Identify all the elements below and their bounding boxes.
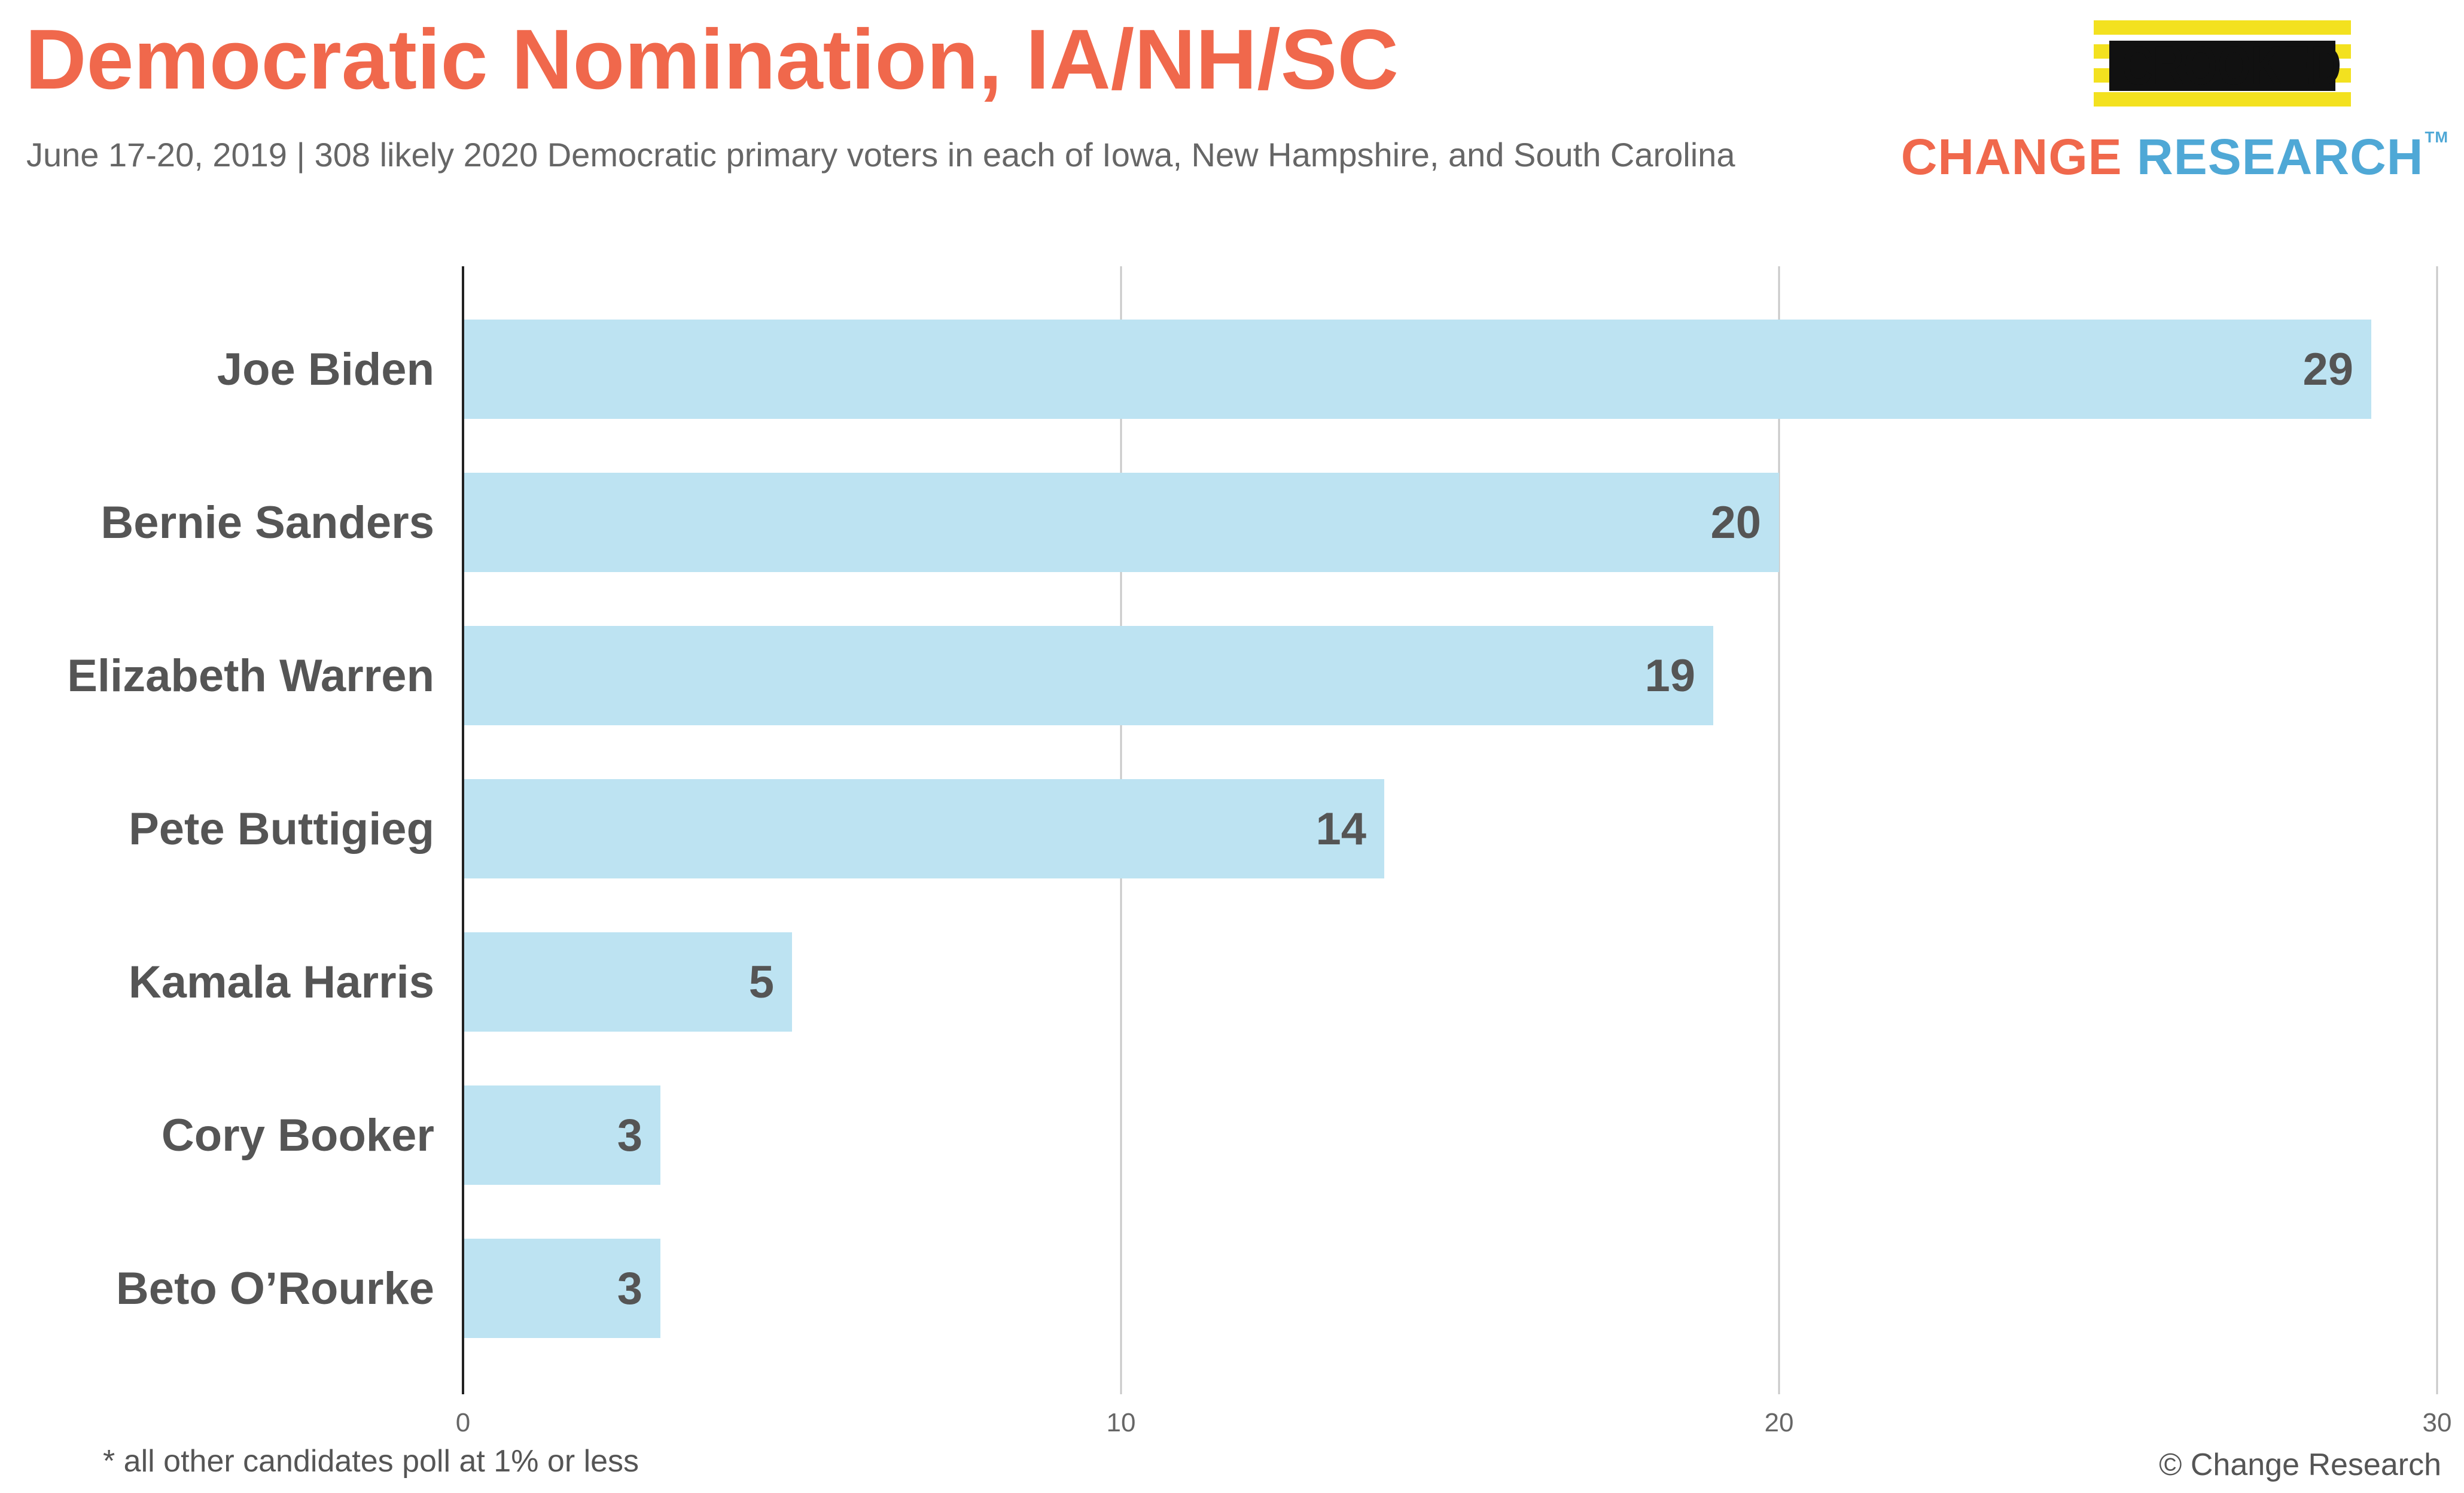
category-label-5: Cory Booker [162,1110,434,1161]
data-label-3: 14 [1315,804,1366,855]
bar-3 [464,779,1384,878]
bar-layer [464,320,2371,1338]
x-tick-label-30: 30 [2423,1408,2452,1437]
category-label-4: Kamala Harris [129,957,434,1008]
data-label-1: 20 [1710,497,1761,548]
x-tick-label-0: 0 [456,1408,470,1437]
label-layer: 0 10 20 30 Joe Biden 29 Bernie Sanders 20 Elizab… [67,344,2451,1437]
change-research-logo: CHANGE RESEARCHTM [1901,128,2448,186]
data-label-6: 3 [617,1263,642,1314]
bar-4 [464,932,792,1032]
bar-1 [464,473,1779,572]
category-label-2: Elizabeth Warren [67,650,434,701]
data-label-4: 5 [749,957,774,1008]
data-label-0: 29 [2302,344,2353,395]
logo-trademark: TM [2425,128,2448,146]
crooked-logo: CROOKED [2094,20,2351,111]
category-label-6: Beto O’Rourke [116,1263,434,1314]
bar-5 [464,1085,660,1185]
logo-research-word: RESEARCH [2137,129,2424,185]
data-label-2: 19 [1644,650,1695,701]
logo-change-word: CHANGE [1900,129,2122,185]
category-label-0: Joe Biden [217,344,434,395]
copyright: © Change Research [2159,1448,2441,1482]
footnote: * all other candidates poll at 1% or les… [103,1444,639,1479]
data-label-5: 3 [617,1110,642,1161]
crooked-logo-box [2109,41,2335,91]
x-tick-label-10: 10 [1107,1408,1136,1437]
bar-0 [464,320,2371,419]
bar-6 [464,1239,660,1338]
category-label-1: Bernie Sanders [100,497,434,548]
chart-subtitle: June 17-20, 2019 | 308 likely 2020 Democ… [26,136,1735,174]
category-label-3: Pete Buttigieg [129,804,434,855]
chart-title: Democratic Nomination, IA/NH/SC [25,12,1399,107]
bar-2 [464,626,1713,725]
crooked-logo-text: CROOKED [2122,35,2342,96]
x-tick-label-20: 20 [1765,1408,1794,1437]
